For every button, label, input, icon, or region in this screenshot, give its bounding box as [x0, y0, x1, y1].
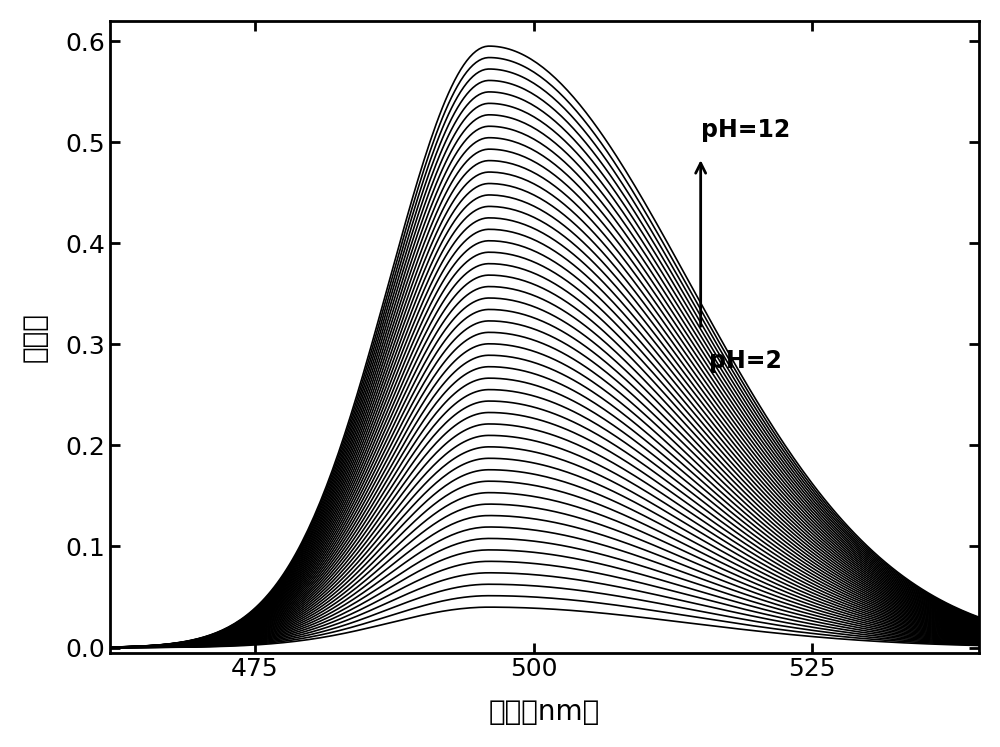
X-axis label: 波长（nm）: 波长（nm） [489, 698, 600, 726]
Text: pH=12: pH=12 [701, 118, 790, 142]
Text: pH=2: pH=2 [709, 350, 782, 374]
Y-axis label: 吸光度: 吸光度 [21, 311, 49, 362]
